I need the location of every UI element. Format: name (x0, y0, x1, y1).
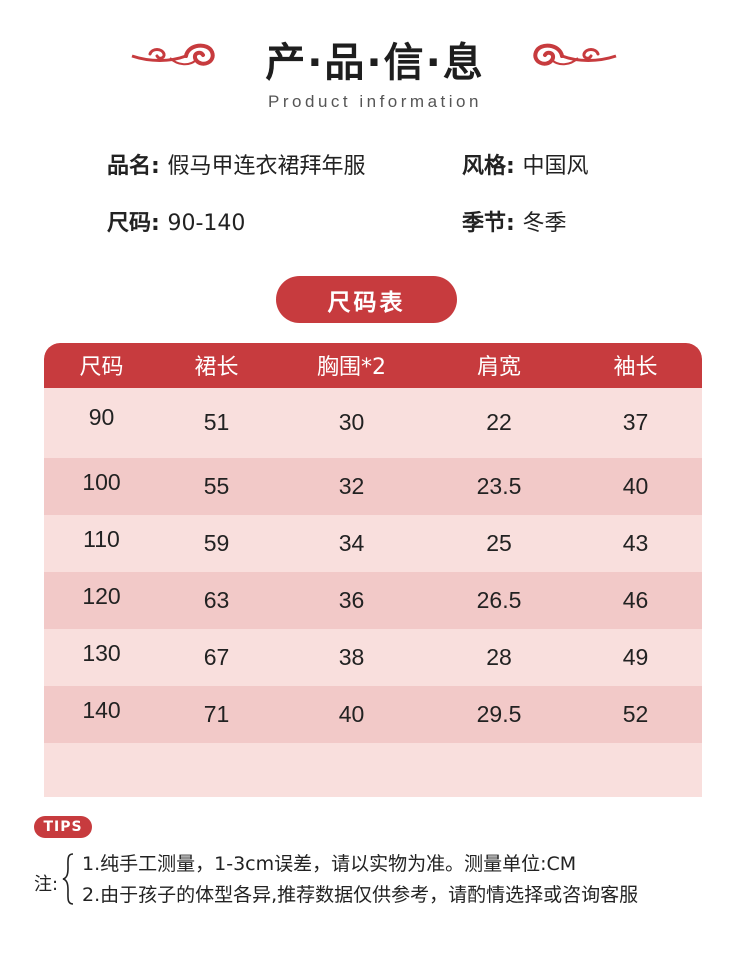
column-header: 肩宽 (476, 355, 521, 380)
note-line: 1.纯手工测量，1-3cm误差，请以实物为准。测量单位:CM (82, 853, 577, 875)
table-cell: 71 (203, 701, 230, 727)
table-cell: 34 (338, 530, 365, 556)
info-value: 冬季 (522, 211, 567, 236)
info-label: 季节: (462, 211, 515, 236)
column-header: 裙长 (194, 355, 239, 380)
page-subtitle: Product information (268, 92, 482, 111)
info-size: 尺码: 90-140 (107, 205, 245, 237)
column-header: 袖长 (613, 355, 658, 380)
table-cell: 110 (83, 526, 120, 552)
size-table: 尺码 裙长 胸围*2 肩宽 袖长 90 51 30 22 37 100 55 3… (44, 343, 702, 797)
table-cell: 28 (486, 644, 512, 670)
note-line: 2.由于孩子的体型各异,推荐数据仅供参考，请酌情选择或咨询客服 (82, 884, 639, 906)
table-cell: 38 (338, 644, 365, 670)
table-cell: 130 (82, 640, 121, 666)
info-season: 季节: 冬季 (462, 205, 567, 237)
table-cell: 30 (338, 409, 365, 435)
table-row: 110 59 34 25 43 (44, 515, 702, 572)
note-label: 注: (34, 874, 59, 895)
size-chart-badge: 尺码表 (276, 276, 457, 323)
table-cell: 37 (622, 409, 649, 435)
info-value: 假马甲连衣裙拜年服 (167, 154, 366, 179)
table-row: 90 51 30 22 37 (44, 394, 702, 451)
table-cell: 49 (622, 644, 649, 670)
table-row: 120 63 36 26.5 46 (44, 572, 702, 629)
table-cell: 40 (622, 473, 649, 499)
table-cell: 43 (622, 530, 649, 556)
table-cell: 100 (82, 469, 121, 495)
table-row: 140 71 40 29.5 52 (44, 686, 702, 743)
table-cell: 63 (203, 587, 230, 613)
tips-badge: TIPS (34, 816, 92, 838)
table-cell: 55 (203, 473, 230, 499)
info-product-name: 品名: 假马甲连衣裙拜年服 (107, 148, 366, 180)
table-cell: 40 (338, 701, 365, 727)
table-row: 100 55 32 23.5 40 (44, 458, 702, 515)
table-cell: 26.5 (476, 587, 522, 613)
table-cell: 32 (338, 473, 365, 499)
page-title: 产·品·信·息 (265, 40, 485, 86)
info-value: 90-140 (167, 211, 246, 236)
table-cell: 29.5 (476, 701, 522, 727)
table-header: 尺码 裙长 胸围*2 肩宽 袖长 (44, 343, 702, 388)
table-cell: 25 (486, 530, 512, 556)
table-row: 130 67 38 28 49 (44, 629, 702, 686)
table-cell: 23.5 (476, 473, 522, 499)
table-cell: 140 (82, 697, 121, 723)
table-cell: 52 (622, 701, 649, 727)
table-cell: 51 (203, 409, 230, 435)
table-cell: 46 (622, 587, 649, 613)
table-cell: 120 (82, 583, 121, 609)
info-label: 品名: (107, 154, 160, 179)
brace-icon (62, 853, 74, 905)
table-cell: 22 (486, 409, 512, 435)
info-label: 尺码: (107, 211, 160, 236)
cloud-ornament-right-icon (533, 43, 617, 66)
info-label: 风格: (462, 154, 515, 179)
table-cell: 67 (203, 644, 230, 670)
table-cell: 36 (338, 587, 365, 613)
table-cell: 59 (203, 530, 230, 556)
column-header: 胸围*2 (317, 355, 386, 380)
info-style: 风格: 中国风 (462, 148, 589, 180)
cloud-ornament-left-icon (131, 43, 215, 66)
column-header: 尺码 (79, 355, 124, 380)
info-value: 中国风 (522, 154, 589, 179)
table-cell: 90 (88, 404, 115, 430)
